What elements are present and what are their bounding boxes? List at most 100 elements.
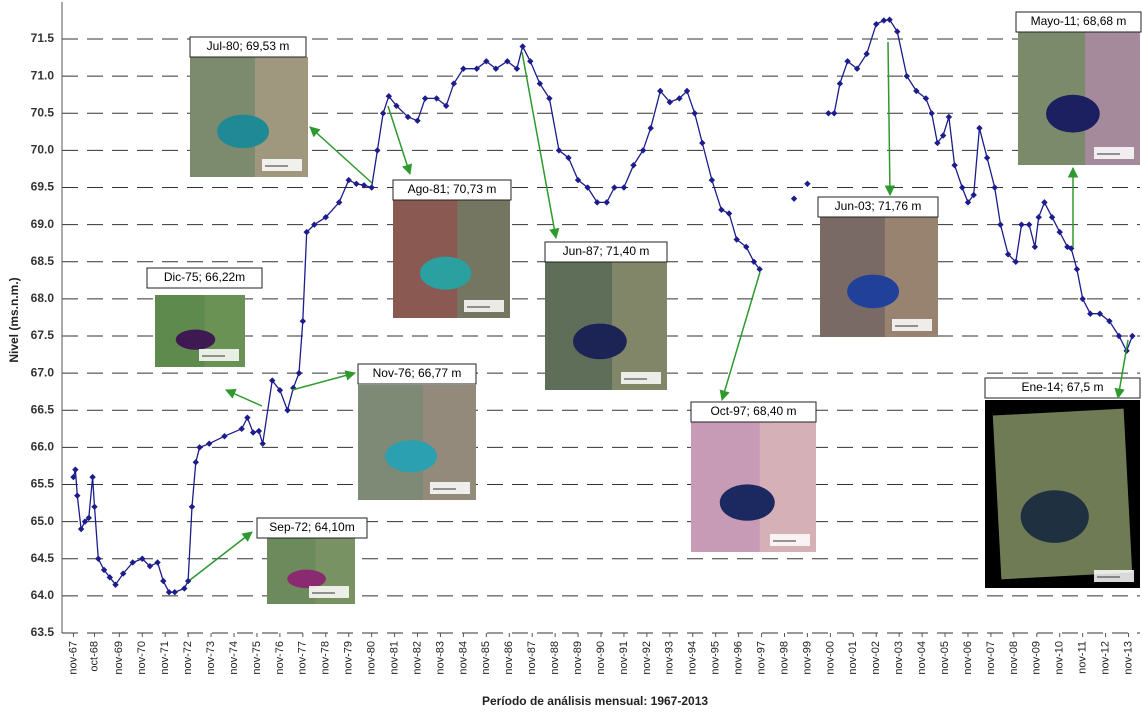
satellite-image [190, 57, 308, 177]
annotation-label: Jun-03; 71,76 m [835, 199, 922, 213]
marker [1079, 296, 1085, 302]
marker [296, 370, 302, 376]
annotation-arrow [310, 127, 372, 183]
satellite-image [1018, 30, 1140, 165]
lake [287, 570, 326, 588]
x-tick-label: nov-69 [113, 641, 125, 675]
marker [886, 17, 892, 23]
x-tick-label: nov-70 [136, 641, 148, 675]
y-tick-label: 64.0 [31, 588, 55, 602]
marker [1041, 199, 1047, 205]
annotation-arrow [226, 390, 262, 406]
marker [368, 184, 374, 190]
marker [881, 17, 887, 23]
lake [573, 323, 627, 359]
marker [189, 504, 195, 510]
x-tick-label: oct-68 [88, 641, 100, 672]
x-tick-label: nov-72 [182, 641, 194, 675]
y-tick-label: 71.0 [31, 68, 55, 82]
x-tick-label: nov-80 [366, 641, 378, 675]
marker [1026, 221, 1032, 227]
x-axis-label: Período de análisis mensual: 1967-2013 [482, 694, 708, 708]
marker [699, 140, 705, 146]
marker [604, 199, 610, 205]
marker [89, 474, 95, 480]
marker [181, 585, 187, 591]
marker [1032, 244, 1038, 250]
x-tick-label: nov-08 [1008, 641, 1020, 675]
marker [928, 110, 934, 116]
x-tick-label: nov-01 [847, 641, 859, 675]
y-tick-label: 66.5 [31, 402, 55, 416]
marker [894, 28, 900, 34]
satellite-image [393, 200, 510, 318]
x-tick-label: nov-81 [388, 641, 400, 675]
annotation-label: Mayo-11; 68,68 m [1031, 14, 1127, 28]
x-tick-label: nov-79 [343, 641, 355, 675]
satellite-image [267, 538, 355, 604]
scale-bar [770, 534, 810, 546]
marker [259, 440, 265, 446]
x-tick-label: nov-98 [778, 641, 790, 675]
y-tick-label: 67.5 [31, 328, 55, 342]
marker [1116, 333, 1122, 339]
marker [238, 426, 244, 432]
annotation-label: Sep-72; 64,10m [269, 520, 354, 534]
marker [630, 162, 636, 168]
marker [726, 210, 732, 216]
x-tick-label: nov-92 [641, 641, 653, 675]
marker [709, 177, 715, 183]
y-axis-label: Nivel (ms.n.m.) [7, 277, 21, 362]
marker [1074, 266, 1080, 272]
x-tick-label: nov-74 [228, 641, 240, 675]
marker [374, 147, 380, 153]
x-tick-label: nov-09 [1031, 641, 1043, 675]
annotation-label: Nov-76; 66,77 m [373, 366, 462, 380]
marker [791, 195, 797, 201]
lake [176, 330, 216, 350]
x-tick-label: nov-71 [159, 641, 171, 675]
x-tick-label: nov-97 [755, 641, 767, 675]
annotation-label: Ago-81; 70,73 m [408, 182, 497, 196]
y-tick-label: 67.0 [31, 365, 55, 379]
marker [804, 181, 810, 187]
y-tick-label: 66.0 [31, 440, 55, 454]
y-tick-label: 68.0 [31, 291, 55, 305]
chart: 63.564.064.565.065.566.066.567.067.568.0… [0, 0, 1142, 715]
y-tick-label: 65.0 [31, 514, 55, 528]
marker [193, 459, 199, 465]
x-tick-label: nov-93 [664, 641, 676, 675]
x-tick-label: nov-95 [710, 641, 722, 675]
satellite-image [545, 262, 667, 390]
marker [160, 578, 166, 584]
marker [72, 466, 78, 472]
marker [451, 80, 457, 86]
marker [959, 184, 965, 190]
marker [863, 51, 869, 57]
marker [414, 117, 420, 123]
scale-bar [892, 319, 932, 331]
image-texture [1085, 30, 1140, 165]
x-tick-label: nov-67 [67, 641, 79, 675]
marker [91, 504, 97, 510]
x-tick-label: nov-90 [595, 641, 607, 675]
x-tick-label: nov-00 [824, 641, 836, 675]
scale-bar [262, 159, 302, 171]
annotation-label: Dic-75; 66,22m [164, 270, 245, 284]
x-tick-label: nov-91 [618, 641, 630, 675]
annotation-label: Jul-80; 69,53 m [207, 39, 290, 53]
x-tick-label: nov-82 [411, 641, 423, 675]
satellite-image [820, 217, 938, 337]
marker [206, 440, 212, 446]
x-tick-label: nov-84 [457, 641, 469, 675]
scale-bar [1094, 147, 1134, 159]
x-tick-label: nov-04 [916, 641, 928, 675]
y-tick-label: 63.5 [31, 625, 55, 639]
x-tick-label: nov-85 [480, 641, 492, 675]
marker [546, 95, 552, 101]
x-tick-label: nov-05 [939, 641, 951, 675]
marker [221, 433, 227, 439]
x-tick-label: nov-86 [503, 641, 515, 675]
x-tick-label: nov-03 [893, 641, 905, 675]
x-tick-label: nov-73 [205, 641, 217, 675]
